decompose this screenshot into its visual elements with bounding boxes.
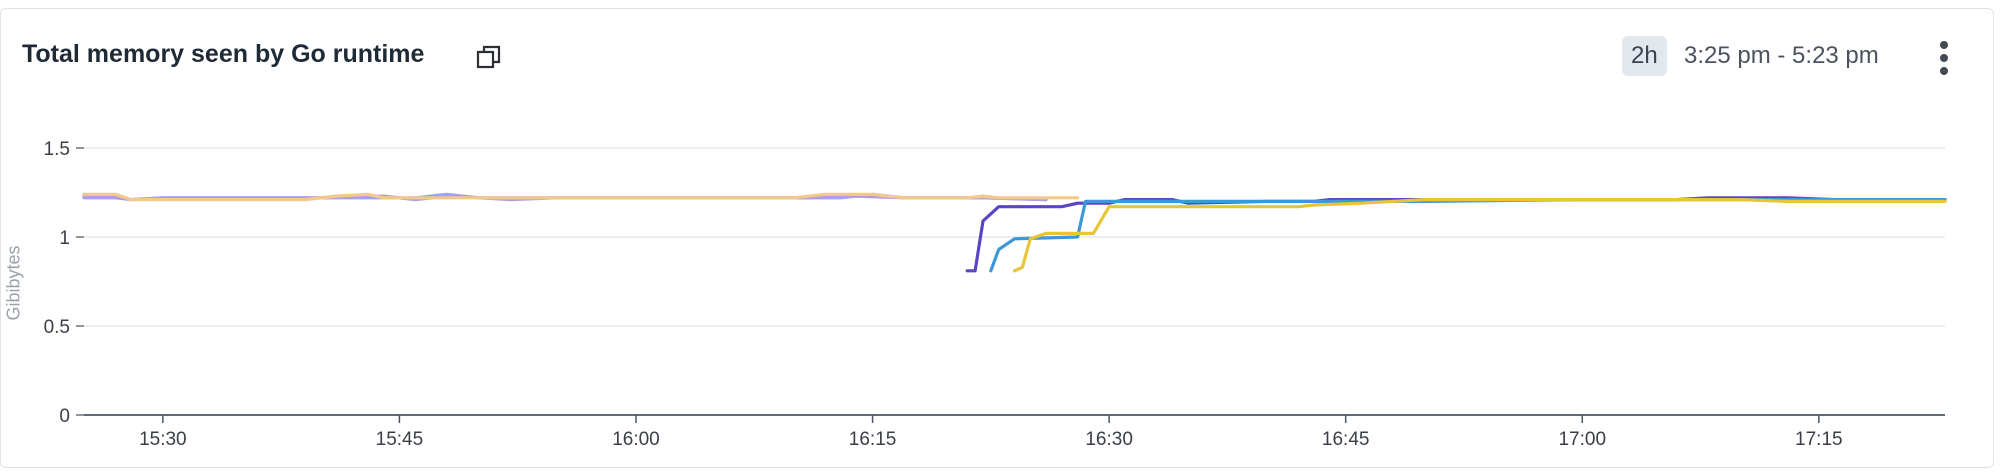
series-line-4	[965, 196, 1947, 273]
x-tick-label: 17:00	[1558, 429, 1606, 450]
x-tick-label: 15:45	[376, 429, 424, 450]
panel-title: Total memory seen by Go runtime	[22, 40, 425, 68]
x-tick-label: 16:00	[612, 429, 660, 450]
x-tick-label: 17:15	[1795, 429, 1843, 450]
y-tick-label: 0	[59, 406, 70, 427]
chart-panel	[0, 8, 1994, 468]
series-line-3	[82, 192, 1080, 202]
x-tick-label: 16:15	[849, 429, 897, 450]
series-line-6	[1012, 198, 1947, 273]
y-tick-label: 1	[59, 228, 70, 249]
y-tick-label: 0.5	[44, 317, 70, 338]
more-vertical-icon[interactable]	[1936, 40, 1952, 76]
x-tick-label: 15:30	[139, 429, 187, 450]
x-tick-label: 16:30	[1085, 429, 1133, 450]
copy-icon[interactable]	[476, 44, 502, 70]
time-range-label[interactable]: 3:25 pm - 5:23 pm	[1684, 42, 1879, 69]
y-tick-label: 1.5	[44, 139, 70, 160]
time-range-badge[interactable]: 2h	[1622, 36, 1667, 76]
series-line-5	[989, 198, 1947, 273]
x-tick-label: 16:45	[1322, 429, 1370, 450]
